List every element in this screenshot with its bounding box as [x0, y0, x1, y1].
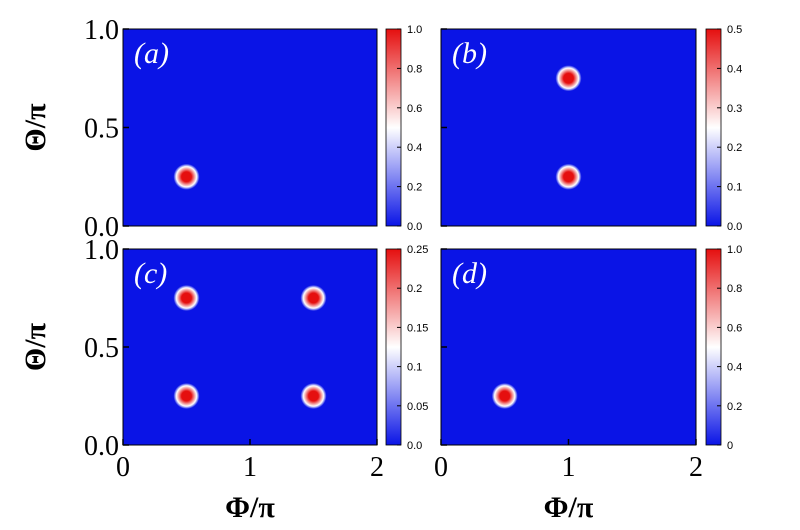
- x-axis-label: Φ/π: [225, 491, 275, 524]
- colorbar-tick-label: 0.0: [727, 221, 742, 233]
- colorbar-tick-label: 0.2: [727, 401, 742, 413]
- colorbar-tick-label: 0.5: [727, 24, 742, 36]
- panel-label: (c): [134, 257, 167, 290]
- colorbar: [705, 28, 722, 227]
- colorbar-tick-label: 0.2: [727, 142, 742, 154]
- y-axis-label: Θ/π: [19, 103, 52, 152]
- colorbar-tick-label: 1.0: [407, 24, 422, 36]
- colorbar-tick-label: 0.4: [727, 63, 742, 75]
- heatmap-peak: [555, 65, 582, 92]
- y-axis-label: Θ/π: [19, 322, 52, 371]
- x-tick-label: 1: [243, 452, 257, 483]
- heatmap-peak: [300, 285, 327, 311]
- panel-d: (d) 0 1 2 Φ/π 0 0.2 0.4 0.6 0.8 1.0: [434, 244, 742, 524]
- colorbar-tick-label: 0.1: [727, 182, 742, 194]
- heatmap-area: [123, 249, 377, 445]
- heatmap-peak: [173, 163, 200, 190]
- colorbar-tick-label: 0.0: [407, 440, 422, 452]
- panel-label: (a): [134, 37, 169, 70]
- colorbar-tick-label: 0.2: [407, 283, 422, 295]
- colorbar-tick-label: 0.1: [407, 362, 422, 374]
- colorbar-tick-label: 0.6: [727, 322, 742, 334]
- y-tick-label: 0.5: [84, 114, 119, 145]
- colorbar-tick-label: 0.25: [407, 244, 428, 256]
- x-tick-label: 2: [370, 452, 384, 483]
- colorbar: [705, 248, 722, 446]
- x-tick-label: 1: [562, 452, 576, 483]
- colorbar: [385, 28, 402, 227]
- heatmap-peak: [491, 383, 518, 409]
- colorbar-tick-label: 0.2: [407, 182, 422, 194]
- panel-b: (b) 0.0 0.1 0.2 0.3 0.4 0.5: [440, 24, 742, 233]
- y-tick-label: 0.5: [84, 333, 119, 364]
- panel-c: (c) 0.0 0.5 1.0 0 1 2 Θ/π Φ/π 0.0 0.05 0.1 0.15 0.2 0.…: [19, 235, 429, 524]
- panel-label: (d): [452, 257, 487, 290]
- colorbar-tick-label: 0.4: [727, 362, 742, 374]
- x-axis-label: Φ/π: [544, 491, 594, 524]
- heatmap-area: [441, 249, 696, 445]
- panel-label: (b): [452, 37, 487, 70]
- x-tick-label: 2: [689, 452, 703, 483]
- x-tick-label: 0: [116, 452, 130, 483]
- heatmap-peak: [555, 163, 582, 190]
- colorbar-tick-label: 0.8: [407, 63, 422, 75]
- y-tick-label: 0.0: [84, 212, 119, 243]
- heatmap-peak: [300, 383, 327, 409]
- heatmap-peak: [173, 285, 200, 311]
- colorbar-tick-label: 1.0: [727, 244, 742, 256]
- colorbar: [385, 248, 402, 446]
- heatmap-area: [441, 29, 696, 226]
- y-tick-label: 1.0: [84, 15, 119, 46]
- colorbar-tick-label: 0.3: [727, 103, 742, 115]
- heatmap-peak: [173, 383, 200, 409]
- colorbar-tick-label: 0.6: [407, 103, 422, 115]
- x-tick-label: 0: [434, 452, 448, 483]
- colorbar-tick-label: 0.4: [407, 142, 422, 154]
- heatmap-area: [123, 29, 377, 226]
- colorbar-tick-label: 0.8: [727, 283, 742, 295]
- y-tick-label: 0.0: [84, 431, 119, 462]
- colorbar-tick-label: 0.05: [407, 401, 428, 413]
- colorbar-tick-label: 0: [727, 440, 733, 452]
- y-tick-label: 1.0: [84, 235, 119, 266]
- panel-a: (a) 0.0 0.5 1.0 Θ/π 0.0 0.2 0.4 0.6 0.8 1.0: [19, 15, 422, 243]
- colorbar-tick-label: 0.15: [407, 322, 428, 334]
- colorbar-tick-label: 0.0: [407, 221, 422, 233]
